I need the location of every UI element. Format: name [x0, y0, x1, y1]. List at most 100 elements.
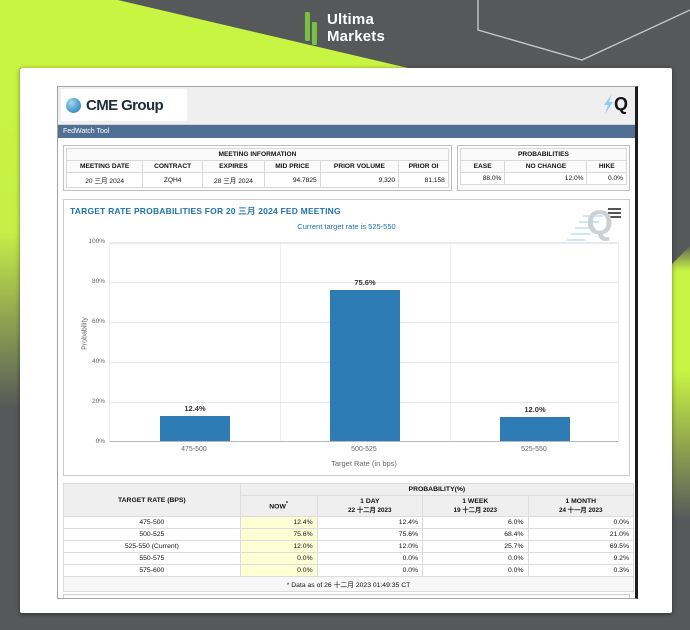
probability-cell: 12.4%: [316, 516, 424, 529]
probability-cell: 0.0%: [316, 552, 424, 565]
right-green-glow-decoration: [670, 246, 690, 544]
v-gridline: [280, 243, 281, 441]
bar-value-label: 12.4%: [184, 404, 206, 414]
y-axis-label: Probability: [81, 317, 89, 350]
probability-bar[interactable]: [330, 289, 400, 441]
probability-cell: 0.0%: [316, 564, 424, 577]
now-probability-cell: 0.0%: [239, 552, 318, 565]
cell-value: ZQH4: [142, 172, 203, 188]
probability-cell: 21.0%: [527, 528, 635, 541]
detail-table-row: 525-550 (Current) 12.0% 12.0% 25.7% 69.5%: [63, 540, 635, 553]
probabilities-values: 88.0% 12.0% 0.0%: [459, 172, 627, 185]
now-probability-cell: 12.0%: [239, 540, 318, 553]
bar-value-label: 12.0%: [524, 405, 546, 414]
x-category-label: 475-500: [181, 446, 207, 453]
period-header: 1 MONTH 24 十一月 2023: [527, 495, 635, 517]
h-gridline: [110, 282, 618, 283]
chart-title: TARGET RATE PROBABILITIES FOR 20 三月 2024…: [70, 206, 341, 216]
period-header: 1 WEEK 19 十二月 2023: [422, 495, 529, 517]
y-tick-label: 20%: [91, 398, 105, 405]
now-probability-cell: 12.4%: [239, 516, 318, 529]
now-probability-cell: 0.0%: [239, 564, 318, 577]
column-header: MID PRICE: [264, 160, 321, 173]
bar-value-label: 75.6%: [354, 277, 376, 287]
chart-subtitle: Current target rate is 525-550: [297, 222, 396, 231]
data-as-of-footnote: * Data as of 26 十二月 2023 01:49:35 CT: [63, 576, 634, 592]
meeting-information-box: MEETING INFORMATION MEETING DATE CONTRACT…: [63, 145, 452, 191]
probability-cell: 0.0%: [422, 564, 529, 577]
v-gridline: [450, 243, 451, 441]
column-header: PRIOR VOLUME: [319, 160, 400, 173]
detail-table-row: 500-525 75.6% 75.6% 68.4% 21.0%: [63, 528, 635, 541]
cme-header: CME Group Q: [58, 87, 635, 125]
column-header: HIKE: [586, 160, 627, 173]
cell-value: 9,320: [319, 172, 400, 188]
y-tick-label: 0%: [95, 438, 105, 445]
cme-group-logo[interactable]: CME Group: [61, 89, 187, 121]
meeting-info-values: 20 三月 2024 ZQH4 28 三月 2024 94.7825 9,320 81,1…: [65, 172, 449, 188]
probabilities-title: PROBABILITIES: [459, 148, 628, 161]
probability-cell: 69.5%: [527, 540, 635, 553]
probability-cell: 0.0%: [422, 552, 529, 565]
meeting-info-title: MEETING INFORMATION: [66, 148, 449, 161]
probability-bar[interactable]: [500, 417, 570, 441]
probability-cell: 0.3%: [527, 564, 635, 577]
y-tick-label: 80%: [91, 278, 105, 285]
lightning-bolt-icon: [603, 94, 613, 114]
target-rate-cell: 475-500: [63, 516, 241, 529]
x-axis-label: Target Rate (in bps): [331, 459, 397, 468]
target-rate-col-header: TARGET RATE (BPS): [63, 483, 241, 517]
column-header: NO CHANGE: [504, 160, 588, 173]
column-header: PRIOR OI: [398, 160, 449, 173]
chart-menu-icon[interactable]: [608, 206, 621, 220]
column-header: CONTRACT: [142, 160, 203, 173]
cme-globe-icon: [66, 97, 81, 113]
detail-table-row: 550-575 0.0% 0.0% 0.0% 9.2%: [63, 552, 635, 565]
ultima-markets-icon: [304, 12, 318, 45]
column-header: EXPIRES: [201, 160, 266, 173]
probability-bar[interactable]: [160, 416, 230, 441]
column-header: MEETING DATE: [65, 160, 144, 173]
probability-cell: 9.2%: [527, 552, 635, 565]
cell-value: 20 三月 2024: [65, 172, 144, 188]
probability-cell: 68.4%: [422, 528, 529, 541]
probability-cell: 75.6%: [316, 528, 424, 541]
fedwatch-tool-bar: FedWatch Tool: [58, 125, 635, 138]
top-tables-row: MEETING INFORMATION MEETING DATE CONTRACT…: [63, 145, 630, 191]
probabilities-box: PROBABILITIES EASE NO CHANGE HIKE 88.0% 12.…: [456, 145, 630, 191]
y-tick-label: 60%: [91, 318, 105, 325]
probability-group-header: PROBABILITY(%): [239, 483, 635, 496]
cme-brand-text: CME Group: [86, 96, 164, 114]
target-rate-cell: 575-600: [63, 564, 241, 577]
ultima-markets-wordmark: Ultima Markets: [326, 11, 386, 45]
probability-cell: 0.0%: [527, 516, 635, 529]
quikstrike-logo[interactable]: Q: [603, 94, 628, 114]
column-header: EASE: [459, 160, 506, 173]
period-header: 1 DAY 22 十二月 2023: [316, 495, 424, 517]
cell-value: 12.0%: [504, 172, 588, 185]
probability-cell: 6.0%: [422, 516, 529, 529]
detail-table-row: 475-500 12.4% 12.4% 6.0% 0.0%: [63, 516, 635, 529]
hexagon-outline-decoration: [477, 0, 690, 61]
cell-value: 94.7825: [264, 172, 321, 188]
now-probability-cell: 75.6%: [239, 528, 318, 541]
target-rate-cell: 550-575: [63, 552, 241, 565]
chart-plot-area: 12.4% 75.6% 12.0%: [109, 242, 619, 442]
probability-detail-table: TARGET RATE (BPS) PROBABILITY(%) NOW* 1 D…: [63, 483, 635, 592]
probabilities-headers: EASE NO CHANGE HIKE: [459, 160, 627, 173]
x-category-label: 525-550: [521, 446, 547, 453]
x-category-label: 500-525: [351, 446, 377, 453]
probabilities-table: PROBABILITIES EASE NO CHANGE HIKE 88.0% 12.…: [459, 148, 628, 185]
probability-cell: 25.7%: [422, 540, 529, 553]
target-rate-chart: TARGET RATE PROBABILITIES FOR 20 三月 2024…: [63, 199, 630, 476]
cell-value: 0.0%: [586, 172, 627, 185]
target-rate-cell: 525-550 (Current): [63, 540, 241, 553]
watermark-q-text: Q: [586, 204, 613, 242]
meeting-information-table: MEETING INFORMATION MEETING DATE CONTRACT…: [65, 148, 449, 188]
cme-fedwatch-page: CME Group Q FedWatch Tool MEETING INFORM…: [57, 86, 638, 599]
detail-table-row: 575-600 0.0% 0.0% 0.0% 0.3%: [63, 564, 635, 577]
probability-cell: 12.0%: [316, 540, 424, 553]
target-rate-cell: 500-525: [63, 528, 241, 541]
cell-value: 28 三月 2024: [201, 172, 266, 188]
